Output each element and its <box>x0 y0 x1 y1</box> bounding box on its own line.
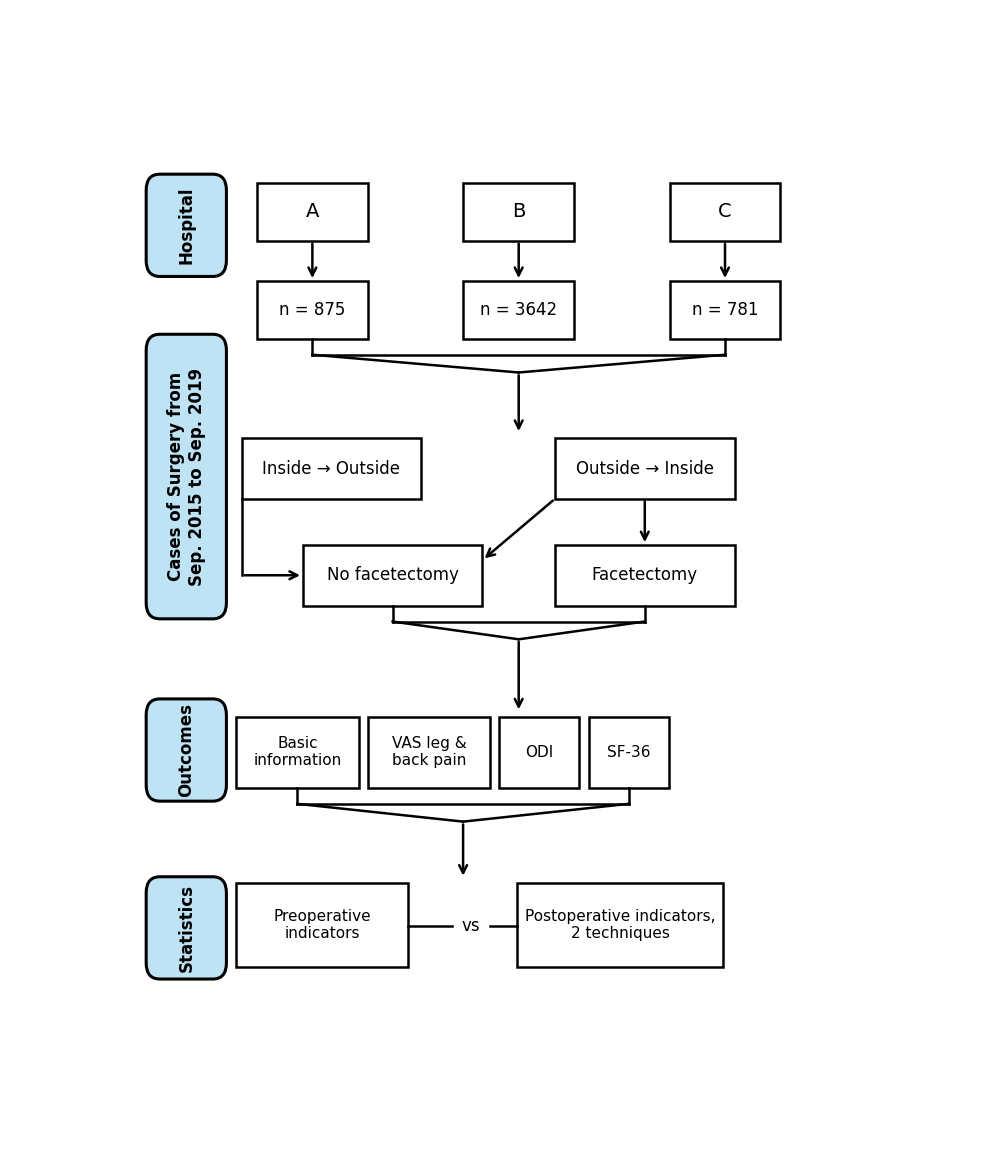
Text: vs: vs <box>461 917 480 934</box>
Text: n = 781: n = 781 <box>692 300 758 319</box>
FancyBboxPatch shape <box>237 716 359 788</box>
FancyBboxPatch shape <box>146 174 227 276</box>
FancyBboxPatch shape <box>242 438 421 499</box>
Text: Facetectomy: Facetectomy <box>592 566 698 584</box>
Text: Cases of Surgery from
Sep. 2015 to Sep. 2019: Cases of Surgery from Sep. 2015 to Sep. … <box>167 367 206 586</box>
Text: ODI: ODI <box>526 745 553 760</box>
FancyBboxPatch shape <box>499 716 580 788</box>
Text: Statistics: Statistics <box>177 884 195 971</box>
FancyBboxPatch shape <box>669 281 781 338</box>
FancyBboxPatch shape <box>589 716 669 788</box>
FancyBboxPatch shape <box>555 438 735 499</box>
FancyBboxPatch shape <box>463 281 574 338</box>
FancyBboxPatch shape <box>146 699 227 802</box>
Text: Basic
information: Basic information <box>253 736 341 768</box>
Text: Inside → Outside: Inside → Outside <box>262 460 400 477</box>
Text: No facetectomy: No facetectomy <box>326 566 458 584</box>
FancyBboxPatch shape <box>463 184 574 241</box>
Text: SF-36: SF-36 <box>607 745 651 760</box>
FancyBboxPatch shape <box>146 877 227 979</box>
FancyBboxPatch shape <box>303 545 482 605</box>
FancyBboxPatch shape <box>368 716 490 788</box>
FancyBboxPatch shape <box>146 334 227 619</box>
FancyBboxPatch shape <box>517 882 723 968</box>
Text: Postoperative indicators,
2 techniques: Postoperative indicators, 2 techniques <box>525 909 715 941</box>
FancyBboxPatch shape <box>555 545 735 605</box>
Text: Preoperative
indicators: Preoperative indicators <box>273 909 371 941</box>
Text: VAS leg &
back pain: VAS leg & back pain <box>391 736 466 768</box>
FancyBboxPatch shape <box>257 184 368 241</box>
FancyBboxPatch shape <box>257 281 368 338</box>
Text: Hospital: Hospital <box>177 187 195 264</box>
Text: A: A <box>306 202 319 222</box>
Text: C: C <box>718 202 732 222</box>
Text: n = 875: n = 875 <box>279 300 345 319</box>
Text: Outside → Inside: Outside → Inside <box>576 460 714 477</box>
Text: Outcomes: Outcomes <box>177 703 195 797</box>
FancyBboxPatch shape <box>237 882 408 968</box>
Text: n = 3642: n = 3642 <box>480 300 557 319</box>
Text: B: B <box>512 202 526 222</box>
FancyBboxPatch shape <box>669 184 781 241</box>
